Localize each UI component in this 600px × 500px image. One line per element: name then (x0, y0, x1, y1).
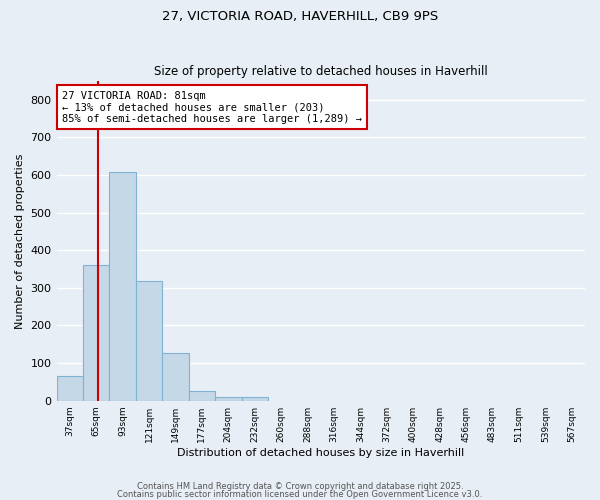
Text: Contains public sector information licensed under the Open Government Licence v3: Contains public sector information licen… (118, 490, 482, 499)
Bar (242, 397, 268, 400)
Bar (162, 352, 188, 401)
Bar (188, 390, 215, 400)
Bar (215, 397, 242, 400)
Text: 27, VICTORIA ROAD, HAVERHILL, CB9 9PS: 27, VICTORIA ROAD, HAVERHILL, CB9 9PS (162, 10, 438, 23)
Bar (109, 172, 136, 400)
X-axis label: Distribution of detached houses by size in Haverhill: Distribution of detached houses by size … (177, 448, 464, 458)
Bar (56, 376, 83, 400)
Y-axis label: Number of detached properties: Number of detached properties (15, 153, 25, 328)
Text: Contains HM Land Registry data © Crown copyright and database right 2025.: Contains HM Land Registry data © Crown c… (137, 482, 463, 491)
Bar (136, 282, 162, 401)
Bar (83, 266, 109, 400)
Text: 27 VICTORIA ROAD: 81sqm
← 13% of detached houses are smaller (203)
85% of semi-d: 27 VICTORIA ROAD: 81sqm ← 13% of detache… (62, 90, 362, 124)
Title: Size of property relative to detached houses in Haverhill: Size of property relative to detached ho… (154, 66, 488, 78)
